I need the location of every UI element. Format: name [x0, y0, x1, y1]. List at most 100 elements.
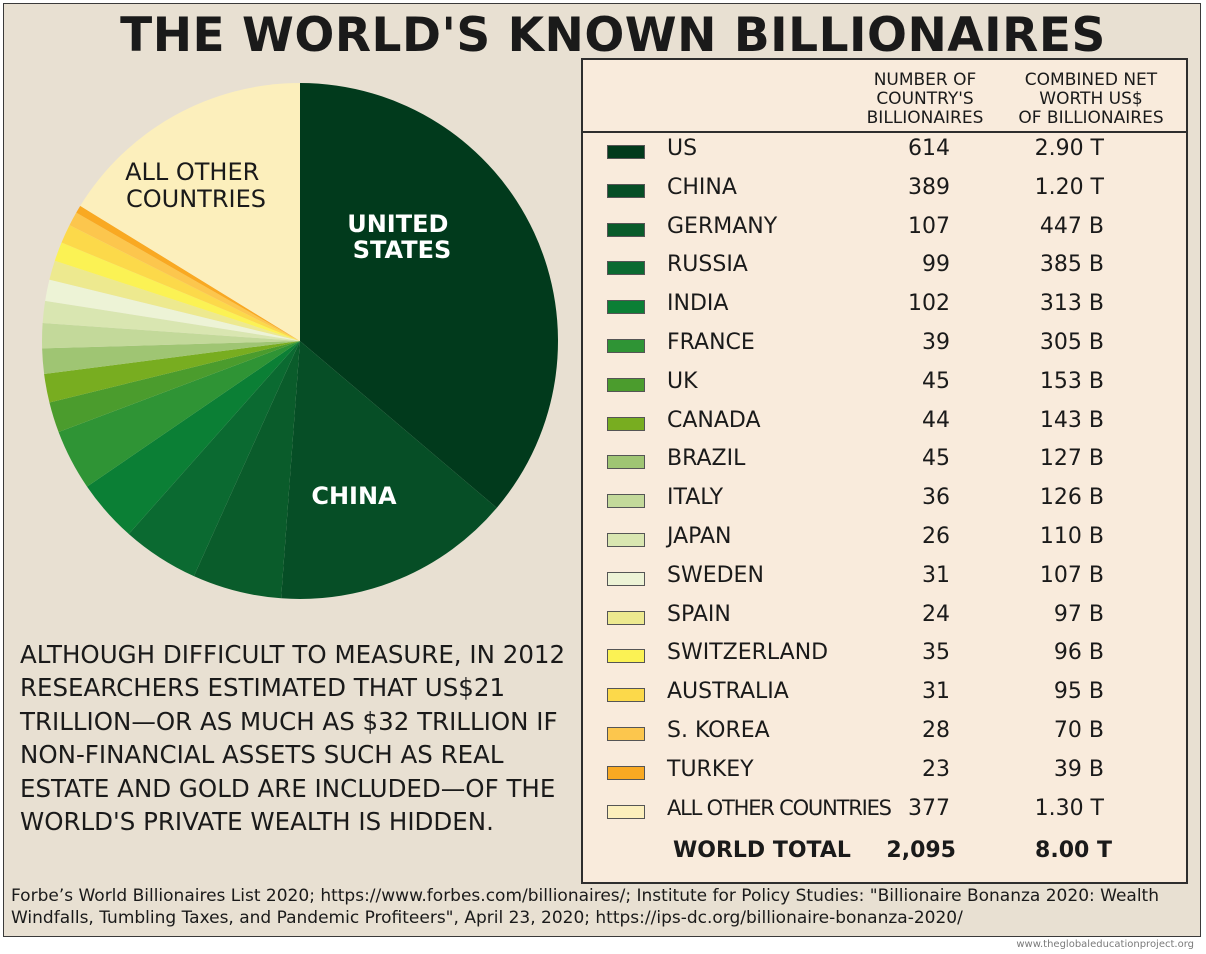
column-header-count-line: NUMBER OF [873, 70, 977, 90]
legend-swatch [607, 804, 645, 819]
billionaire-count: 23 [922, 756, 950, 782]
table-row: TURKEY 23 39 B [583, 757, 1186, 796]
table-row: UK 45 153 B [583, 369, 1186, 408]
pie-slice-us [300, 83, 558, 508]
net-worth: 96 B [1053, 640, 1104, 666]
country-name: FRANCE [667, 330, 755, 355]
sources-footnote: Forbe’s World Billionaires List 2020; ht… [11, 886, 1159, 928]
pie-slice-spain [49, 260, 301, 341]
country-name: SWEDEN [667, 562, 764, 588]
data-table: NUMBER OF COUNTRY'S BILLIONAIRES COMBINE… [581, 58, 1188, 884]
pie-label-us-line-2: STATES [353, 236, 452, 264]
pie-chart: UNITED STATES CHINA ALL OTHER COUNTRIES [42, 82, 558, 600]
legend-swatch [607, 377, 645, 392]
billionaire-count: 99 [922, 252, 950, 278]
net-worth: 97 B [1053, 601, 1104, 627]
table-row: INDIA 102 313 B [583, 291, 1186, 330]
legend-swatch [607, 261, 645, 276]
pie-slice-s-korea [69, 212, 300, 341]
billionaire-count: 377 [908, 795, 950, 821]
column-header-count-line: COUNTRY'S [876, 89, 974, 109]
billionaire-count: 39 [922, 330, 950, 355]
legend-swatch [607, 455, 645, 470]
pie-slice-turkey [76, 205, 301, 341]
table-row: CHINA 389 1.20 T [583, 175, 1186, 214]
pie-slice-france [58, 341, 300, 487]
legend-swatch [607, 145, 645, 159]
pie-slice-canada [44, 341, 301, 403]
pie-slice-sweden [45, 279, 300, 341]
billionaire-count: 389 [908, 174, 950, 200]
net-worth: 1.20 T [1034, 174, 1104, 200]
legend-swatch [607, 300, 645, 315]
country-name: AUSTRALIA [667, 679, 789, 705]
column-header-worth: COMBINED NET WORTH US$ OF BILLIONAIRES [1001, 71, 1181, 128]
billionaire-count: 107 [908, 213, 950, 239]
country-name: US [667, 136, 698, 161]
table-row: CANADA 44 143 B [583, 408, 1186, 447]
pie-slice-australia [61, 225, 300, 341]
pie-slice-japan [42, 300, 300, 341]
country-name: SPAIN [667, 601, 731, 627]
table-row: SWITZERLAND 35 96 B [583, 640, 1186, 679]
pie-slice-russia [128, 341, 300, 577]
column-header-count-line: BILLIONAIRES [866, 108, 984, 128]
table-row: GERMANY 107 447 B [583, 214, 1186, 253]
pie-label-other-line-2: COUNTRIES [126, 185, 266, 213]
billionaire-count: 45 [922, 368, 950, 394]
billionaire-count: 36 [922, 485, 950, 511]
country-name: SWITZERLAND [667, 640, 829, 666]
billionaire-count: 102 [908, 291, 950, 317]
net-worth: 447 B [1039, 213, 1104, 239]
country-name: TURKEY [667, 756, 754, 782]
net-worth: 126 B [1039, 485, 1104, 511]
legend-swatch [607, 183, 645, 198]
legend-swatch [607, 765, 645, 780]
legend-swatch [607, 610, 645, 625]
pie-slice-switzerland [54, 242, 300, 341]
column-header-count: NUMBER OF COUNTRY'S BILLIONAIRES [855, 71, 995, 128]
net-worth: 70 B [1053, 718, 1104, 743]
billionaire-count: 45 [922, 446, 950, 472]
table-row: AUSTRALIA 31 95 B [583, 679, 1186, 718]
country-name: ITALY [667, 485, 724, 511]
country-name: RUSSIA [667, 252, 748, 278]
country-name: ALL OTHER COUNTRIES [667, 795, 892, 820]
column-header-worth-line: COMBINED NET [1024, 70, 1158, 90]
net-worth: 107 B [1039, 562, 1104, 588]
legend-swatch [607, 339, 645, 353]
net-worth: 110 B [1039, 524, 1104, 549]
column-header-worth-line: OF BILLIONAIRES [1018, 108, 1164, 128]
legend-swatch [607, 571, 645, 586]
billionaire-count: 31 [922, 679, 950, 705]
net-worth: 313 B [1039, 291, 1104, 317]
country-name: CANADA [667, 407, 761, 433]
legend-swatch [607, 416, 645, 431]
pie-slice-italy [42, 322, 301, 349]
table-row: ITALY 36 126 B [583, 485, 1186, 524]
country-name: UK [667, 368, 698, 394]
pie-slice-uk [49, 341, 301, 433]
net-worth: 39 B [1053, 756, 1104, 782]
country-name: BRAZIL [667, 446, 746, 472]
country-name: S. KOREA [667, 718, 770, 743]
pie-slice-all-other-countries [80, 82, 301, 341]
total-label: WORLD TOTAL [673, 838, 851, 863]
billionaire-count: 44 [922, 407, 950, 433]
net-worth: 95 B [1053, 679, 1104, 705]
infographic-frame: THE WORLD'S KNOWN BILLIONAIRES UNITED ST… [3, 3, 1201, 937]
country-name: JAPAN [667, 524, 732, 549]
net-worth: 127 B [1039, 446, 1104, 472]
legend-swatch [607, 222, 645, 237]
total-worth: 8.00 T [1035, 838, 1112, 863]
pie-slice-brazil [42, 341, 301, 375]
total-row: WORLD TOTAL 2,095 8.00 T [583, 838, 1186, 874]
column-header-worth-line: WORTH US$ [1039, 89, 1143, 109]
table-row: BRAZIL 45 127 B [583, 446, 1186, 485]
net-worth: 1.30 T [1034, 795, 1104, 821]
pie-label-us-line-1: UNITED [347, 210, 448, 238]
pie-label-other: ALL OTHER COUNTRIES [125, 158, 267, 213]
legend-swatch [607, 727, 645, 741]
legend-swatch [607, 649, 645, 664]
net-worth: 385 B [1039, 252, 1104, 278]
